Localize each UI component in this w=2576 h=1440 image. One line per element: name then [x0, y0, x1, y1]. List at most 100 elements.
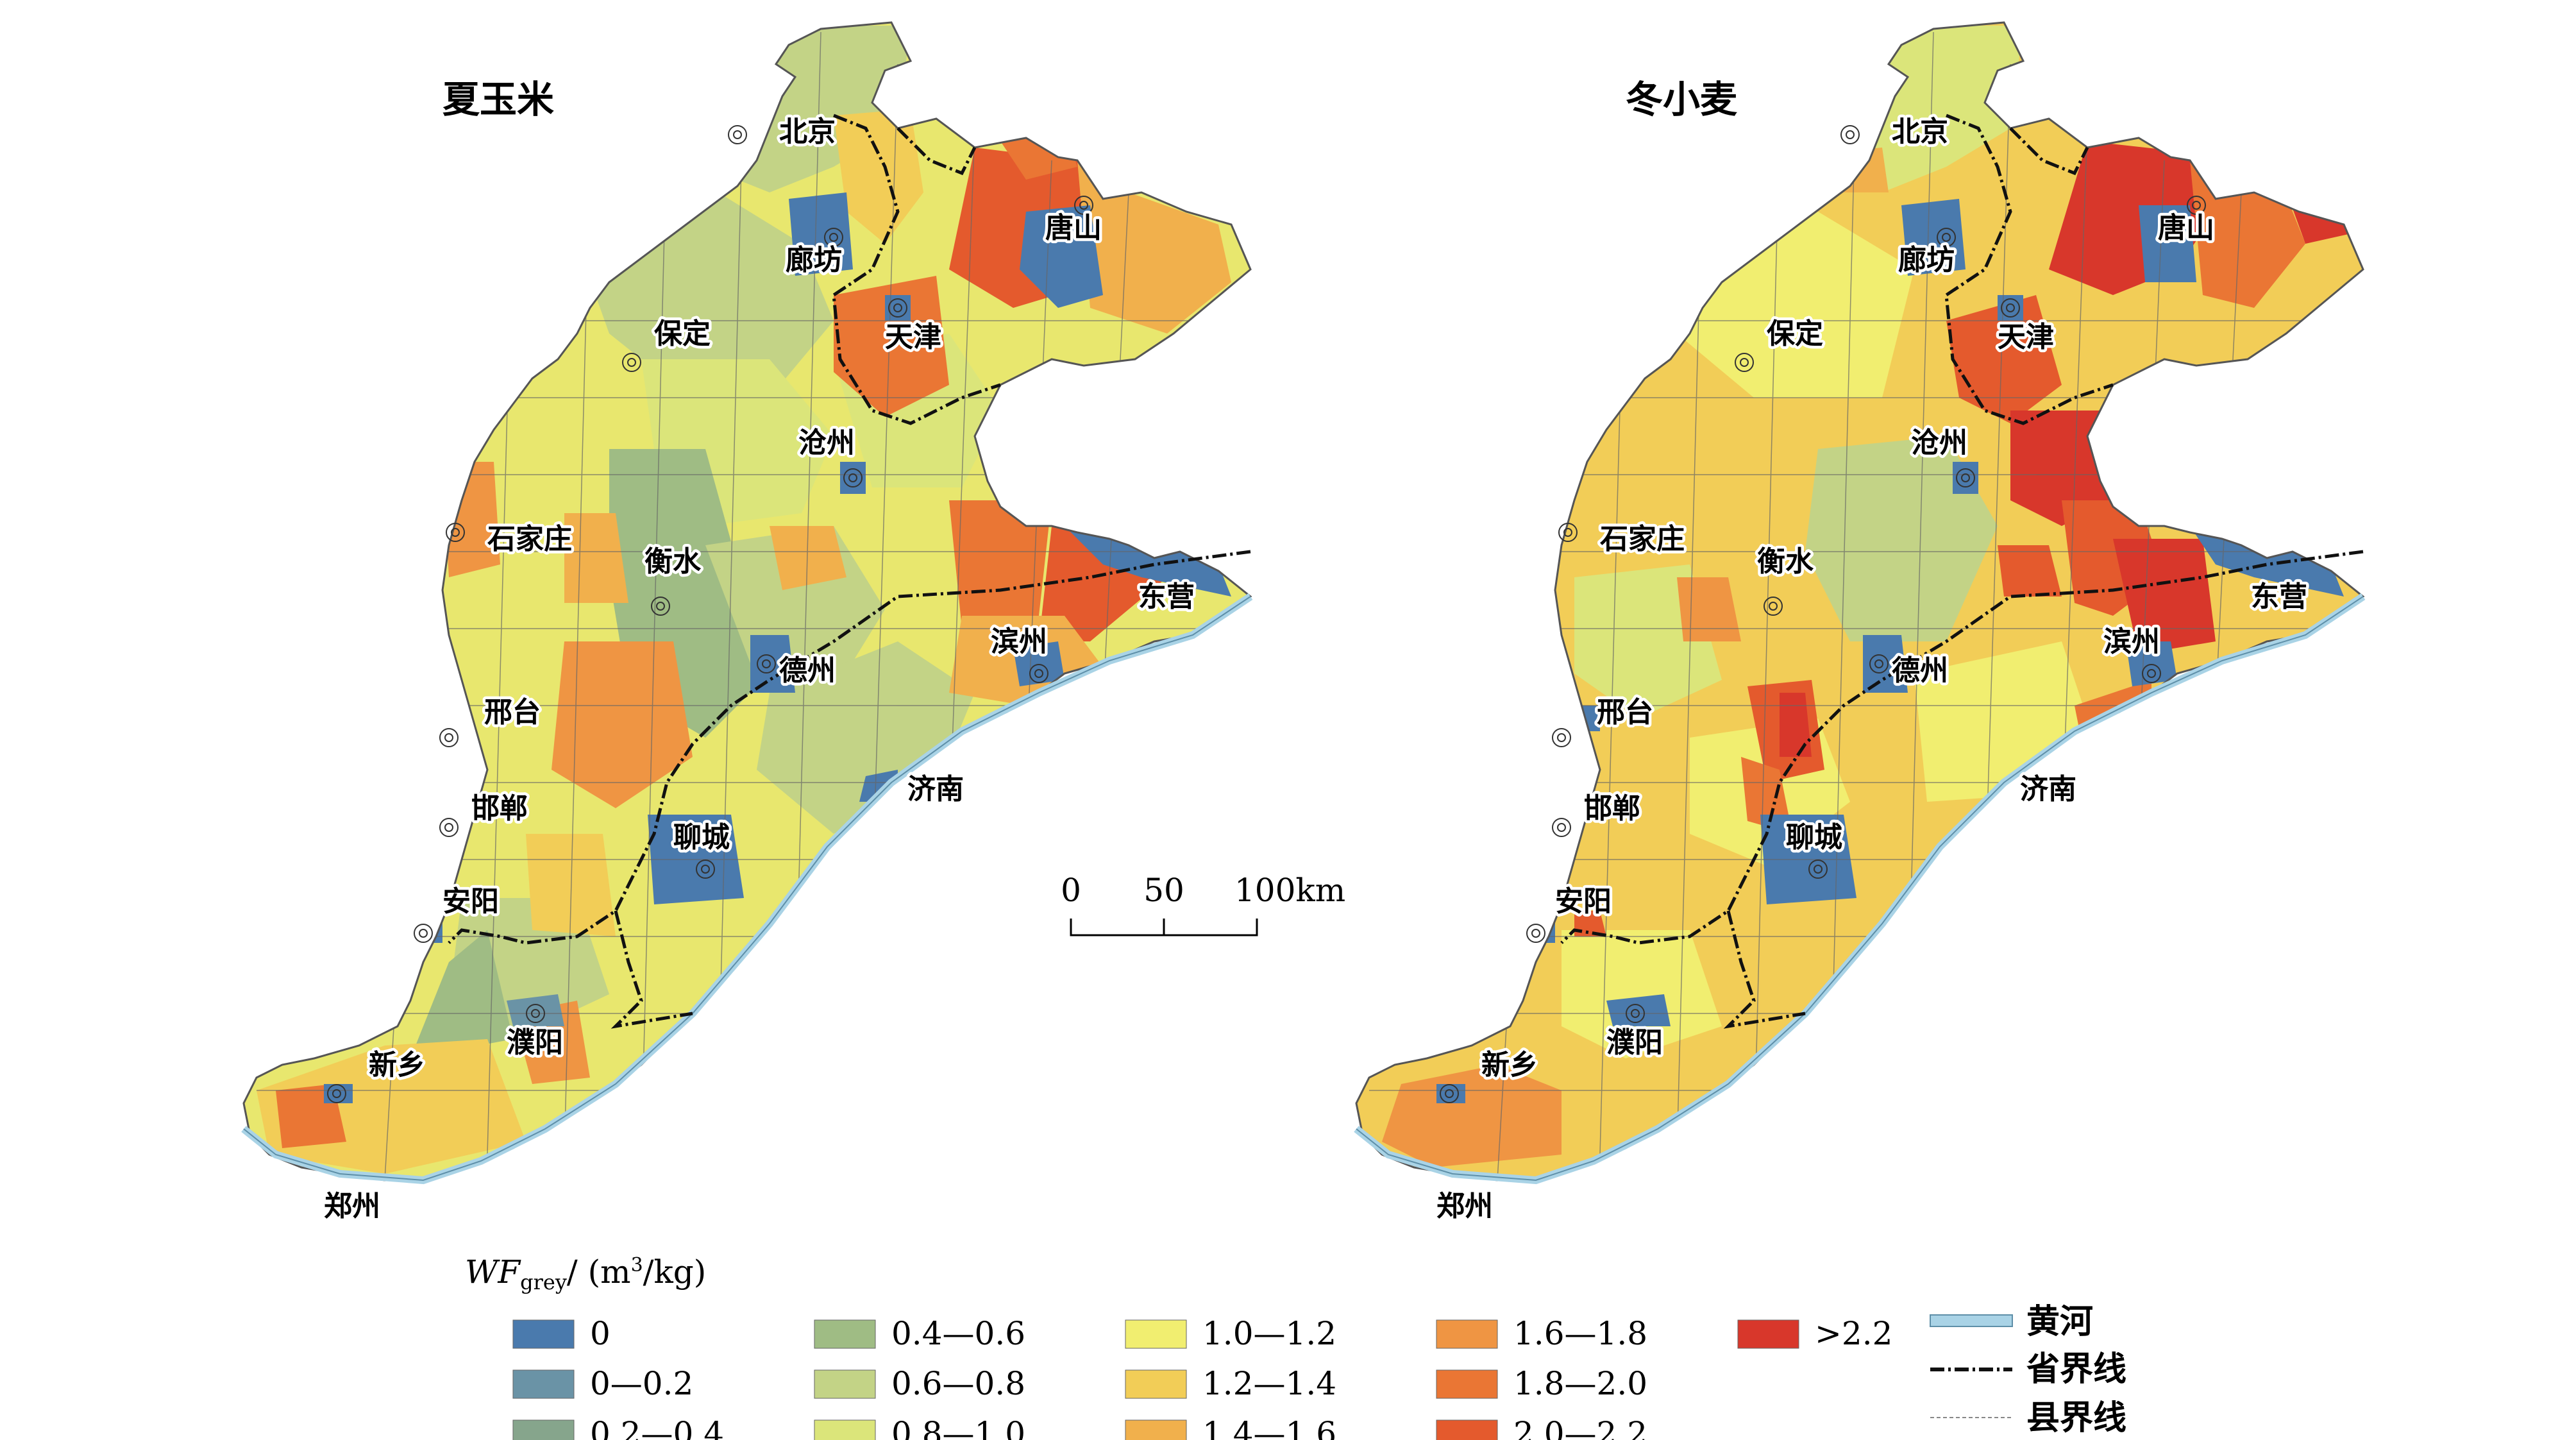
region	[949, 500, 1052, 629]
city-markers: 北京 廊坊 唐山 保定 天津 沧州 石家庄 衡水 东营 滨州 德州 邢台 济南 …	[321, 113, 1198, 1226]
city-label-handan: 邯郸	[471, 792, 528, 825]
city-label-xinxiang: 新乡	[369, 1049, 425, 1081]
region	[1065, 526, 1231, 597]
region	[324, 1084, 353, 1103]
city-label-zhengzhou: 郑州	[324, 1190, 380, 1223]
region	[1805, 436, 1998, 641]
legend-swatch	[1125, 1369, 1187, 1399]
city-label-dongying: 东营	[2251, 580, 2307, 613]
legend-lines: 黄河 省界线 县界线	[1930, 1303, 2126, 1437]
city-label-tangshan: 唐山	[2158, 212, 2214, 244]
region	[410, 930, 513, 1058]
legend-county-label: 县界线	[2026, 1399, 2126, 1437]
city-markers: 北京 廊坊 唐山 保定 天津 沧州 石家庄 衡水 东营 滨州 德州 邢台 济南 …	[1434, 113, 2311, 1226]
scale-tick-100: 100km	[1234, 872, 1345, 909]
city-label-liaocheng: 聊城	[1786, 821, 1842, 854]
legend-title-unit-post: /kg)	[643, 1253, 707, 1291]
legend-title-unit-pre: / (m	[567, 1253, 631, 1291]
city-label-shijiazhuang: 石家庄	[487, 523, 572, 555]
legend-title-unit-sup: 3	[631, 1254, 643, 1276]
region	[834, 109, 923, 244]
city-label-baoding: 保定	[1767, 318, 1823, 350]
city-label-handan: 邯郸	[1584, 792, 1640, 825]
city-label-puyang: 濮阳	[507, 1026, 563, 1059]
city-label-tianjin: 天津	[885, 321, 941, 353]
region	[750, 635, 795, 693]
map-winter-wheat: 冬小麦	[1354, 21, 2366, 1226]
city-label-beijing: 北京	[779, 115, 836, 148]
legend-class-label: 1.8—2.0	[1513, 1365, 1647, 1402]
yellow-river-edge	[243, 596, 1251, 1182]
choropleth-regions	[1356, 22, 2363, 1180]
city-label-anyang: 安阳	[442, 885, 499, 918]
legend-class-label: 0.6—0.8	[891, 1365, 1025, 1402]
legend-title-sub: grey	[520, 1270, 567, 1294]
city-label-xinxiang: 新乡	[1481, 1049, 1538, 1081]
city-label-beijing: 北京	[1892, 115, 1948, 148]
scale-tick-50: 50	[1143, 872, 1184, 909]
city-label-tianjin: 天津	[1998, 321, 2054, 353]
region	[770, 526, 846, 590]
city-label-langfang: 廊坊	[1898, 244, 1955, 276]
region	[2139, 205, 2196, 282]
city-label-jinan: 济南	[907, 773, 964, 806]
region	[1863, 635, 1908, 693]
legend-swatch	[814, 1319, 876, 1349]
region	[1677, 577, 1741, 641]
region	[1946, 295, 2062, 423]
region	[1780, 693, 1812, 757]
legend-swatch	[814, 1419, 876, 1440]
scale-tick-0: 0	[1061, 872, 1081, 909]
legend-title-var: WF	[465, 1253, 521, 1291]
region	[834, 276, 949, 417]
legend-swatch	[1125, 1319, 1187, 1349]
region	[789, 192, 853, 276]
legend-swatch	[512, 1369, 575, 1399]
scale-bar: 0 50 100km	[1061, 872, 1345, 936]
legend-swatch	[512, 1319, 575, 1349]
region	[1020, 205, 1103, 308]
city-label-tangshan: 唐山	[1045, 212, 1102, 244]
legend-class-label: 0.2—0.4	[590, 1415, 724, 1440]
legend-class-label: 2.0—2.2	[1513, 1415, 1647, 1440]
city-label-dongying: 东营	[1138, 580, 1195, 613]
region	[1574, 911, 1606, 936]
region	[1436, 1084, 1465, 1103]
legend-swatch	[1436, 1369, 1498, 1399]
legend-river-swatch	[1930, 1314, 2013, 1327]
region	[2190, 526, 2344, 597]
city-label-jinan: 济南	[2020, 773, 2076, 806]
region	[442, 462, 500, 577]
map-title: 冬小麦	[1626, 78, 1737, 121]
map-summer-maize: 夏玉米	[241, 21, 1253, 1226]
city-label-binzhou: 滨州	[2103, 625, 2160, 658]
legend-swatch	[1125, 1419, 1187, 1440]
city-label-anyang: 安阳	[1555, 885, 1612, 918]
city-label-hengshui: 衡水	[644, 545, 702, 578]
legend-class-label: 0—0.2	[590, 1365, 693, 1402]
city-label-xingtai: 邢台	[1597, 696, 1653, 729]
legend-classes: 0 0—0.2 0.2—0.4 0.4—0.6 0.6—0.8 0.8—1.0 1.0—1.…	[512, 1315, 1892, 1440]
city-label-baoding: 保定	[654, 318, 711, 350]
legend-class-label: >2.2	[1815, 1315, 1892, 1352]
region	[1998, 545, 2062, 597]
legend-class-label: 1.4—1.6	[1202, 1415, 1336, 1440]
city-label-hengshui: 衡水	[1757, 545, 1814, 578]
province-boundaries	[448, 114, 1251, 1029]
legend-class-label: 1.0—1.2	[1202, 1315, 1336, 1352]
legend-swatch	[1737, 1319, 1799, 1349]
legend-swatch	[512, 1419, 575, 1440]
legend-province-label: 省界线	[2026, 1350, 2126, 1389]
region	[2113, 539, 2216, 654]
choropleth-regions	[244, 22, 1250, 1180]
city-label-xingtai: 邢台	[484, 696, 541, 729]
scale-bar-line	[1070, 919, 1258, 936]
city-label-binzhou: 滨州	[991, 625, 1047, 658]
city-label-cangzhou: 沧州	[1911, 427, 1967, 459]
province-boundaries	[1560, 114, 2364, 1029]
map-title: 夏玉米	[442, 78, 554, 121]
city-label-puyang: 濮阳	[1606, 1026, 1663, 1059]
region	[1606, 994, 1671, 1026]
legend-class-label: 0.4—0.6	[891, 1315, 1025, 1352]
